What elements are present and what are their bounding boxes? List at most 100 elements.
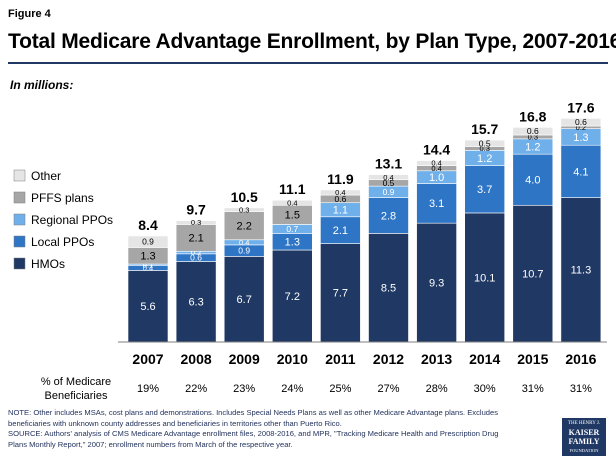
data-label-hmo-2015: 10.7 [522,268,543,280]
legend-swatch-local_ppo [13,235,26,248]
x-tick-label-2012: 2012 [373,351,404,367]
data-label-other-2016: 0.6 [575,117,587,127]
figure-label: Figure 4 [8,8,51,20]
data-label-pffs-2014: 0.3 [479,144,489,153]
data-label-pffs-2013: 0.4 [431,164,441,173]
legend-swatch-other [13,169,26,182]
bar-segment-other-2015 [512,127,554,136]
x-tick-label-2010: 2010 [277,351,308,367]
x-tick-label-2007: 2007 [132,351,163,367]
bar-segment-hmo-2014 [464,212,506,343]
data-label-regional_ppo-2012: 0.9 [383,187,395,197]
pct-value-2009: 23% [233,383,255,395]
data-label-local_ppo-2012: 2.8 [381,210,396,222]
data-label-hmo-2007: 5.6 [140,301,155,313]
data-label-regional_ppo-2013: 1.0 [429,172,444,184]
chart-title: Total Medicare Advantage Enrollment, by … [8,30,616,53]
logo-line1: THE HENRY J. [567,421,601,426]
total-label-2015: 16.8 [519,108,546,124]
data-label-regional_ppo-2007: 0.1 [143,260,153,269]
data-label-pffs-2008: 2.1 [188,233,203,245]
data-label-hmo-2009: 6.7 [237,294,252,306]
pct-value-2008: 22% [185,383,207,395]
stacked-bar-chart: 5.60.40.11.30.98.4200719%6.30.60.22.10.3… [13,99,607,400]
data-label-regional_ppo-2011: 1.1 [333,205,348,217]
pct-value-2010: 24% [281,383,303,395]
data-label-other-2009: 0.3 [239,205,249,214]
x-tick-label-2011: 2011 [325,351,356,367]
bar-segment-local_ppo-2013 [416,183,457,224]
data-label-local_ppo-2015: 4.0 [525,175,540,187]
title-rule [8,62,608,64]
footnote: NOTE: Other includes MSAs, cost plans an… [8,408,508,450]
data-label-pffs-2012: 0.5 [383,178,395,188]
bar-segment-local_ppo-2015 [512,153,554,206]
total-label-2008: 9.7 [186,202,206,218]
bar-segment-hmo-2012 [368,233,409,343]
bar-segment-other-2011 [320,189,361,196]
data-label-local_ppo-2013: 3.1 [429,198,444,210]
bar-segment-other-2010 [271,199,313,206]
bar-segment-hmo-2011 [320,243,361,343]
legend-swatch-hmo [13,257,26,270]
pct-label-line1: % of Medicare [41,376,111,388]
data-label-pffs-2009: 2.2 [237,221,252,233]
pct-value-2011: 25% [329,383,351,395]
note-text: NOTE: Other includes MSAs, cost plans an… [8,408,499,428]
bar-segment-local_ppo-2011 [320,216,361,244]
data-label-regional_ppo-2015: 1.2 [525,141,540,153]
total-label-2012: 13.1 [375,156,402,172]
data-label-other-2008: 0.3 [191,218,201,227]
data-label-regional_ppo-2014: 1.2 [477,153,492,165]
data-label-pffs-2010: 1.5 [285,210,300,222]
data-label-hmo-2008: 6.3 [188,297,203,309]
data-label-other-2013: 0.4 [431,159,441,168]
bar-segment-hmo-2007 [127,270,169,343]
legend-swatch-regional_ppo [13,213,26,226]
bar-segment-hmo-2015 [512,204,554,343]
legend-label-pffs: PFFS plans [31,191,94,205]
data-label-hmo-2012: 8.5 [381,283,396,295]
logo-line4: FOUNDATION [569,448,599,453]
total-label-2011: 11.9 [327,171,354,187]
bar-segment-other-2016 [560,118,602,127]
data-label-hmo-2011: 7.7 [333,288,348,300]
bar-segment-local_ppo-2012 [368,197,409,234]
x-tick-label-2014: 2014 [469,351,500,367]
bar-segment-hmo-2016 [560,197,602,343]
kff-logo: THE HENRY J. KAISER FAMILY FOUNDATION [562,418,606,456]
pct-value-2016: 31% [570,383,592,395]
data-label-local_ppo-2016: 4.1 [573,166,588,178]
data-label-local_ppo-2009: 0.9 [238,246,250,256]
data-label-local_ppo-2008: 0.6 [190,253,202,263]
bar-segment-other-2014 [464,139,506,147]
data-label-pffs-2016: 0.2 [576,123,586,132]
logo-line3: FAMILY [568,437,600,446]
legend-label-regional_ppo: Regional PPOs [31,213,113,227]
data-label-hmo-2013: 9.3 [429,277,444,289]
bar-segment-other-2008 [175,220,217,225]
data-label-local_ppo-2014: 3.7 [477,184,492,196]
legend-label-local_ppo: Local PPOs [31,235,94,249]
data-label-other-2012: 0.4 [383,173,393,182]
data-label-regional_ppo-2009: 0.4 [239,238,249,247]
source-text: SOURCE: Authors' analysis of CMS Medicar… [8,429,499,449]
bar-segment-other-2009 [223,207,265,212]
data-label-other-2011: 0.4 [335,188,345,197]
data-label-regional_ppo-2008: 0.2 [191,248,201,257]
x-tick-label-2009: 2009 [229,351,260,367]
data-label-regional_ppo-2016: 1.3 [573,132,588,144]
total-label-2007: 8.4 [138,217,158,233]
logo-line2: KAISER [568,428,600,437]
legend-label-hmo: HMOs [31,257,65,271]
data-label-hmo-2010: 7.2 [285,291,300,303]
bar-segment-local_ppo-2014 [464,165,506,214]
chart-subtitle: In millions: [10,78,74,92]
bar-segment-pffs-2009 [223,211,265,241]
data-label-pffs-2007: 1.3 [140,251,155,263]
bar-segment-other-2007 [127,235,169,248]
total-label-2013: 14.4 [423,142,450,158]
data-label-other-2010: 0.4 [287,198,297,207]
data-label-local_ppo-2011: 2.1 [333,225,348,237]
pct-value-2013: 28% [426,383,448,395]
